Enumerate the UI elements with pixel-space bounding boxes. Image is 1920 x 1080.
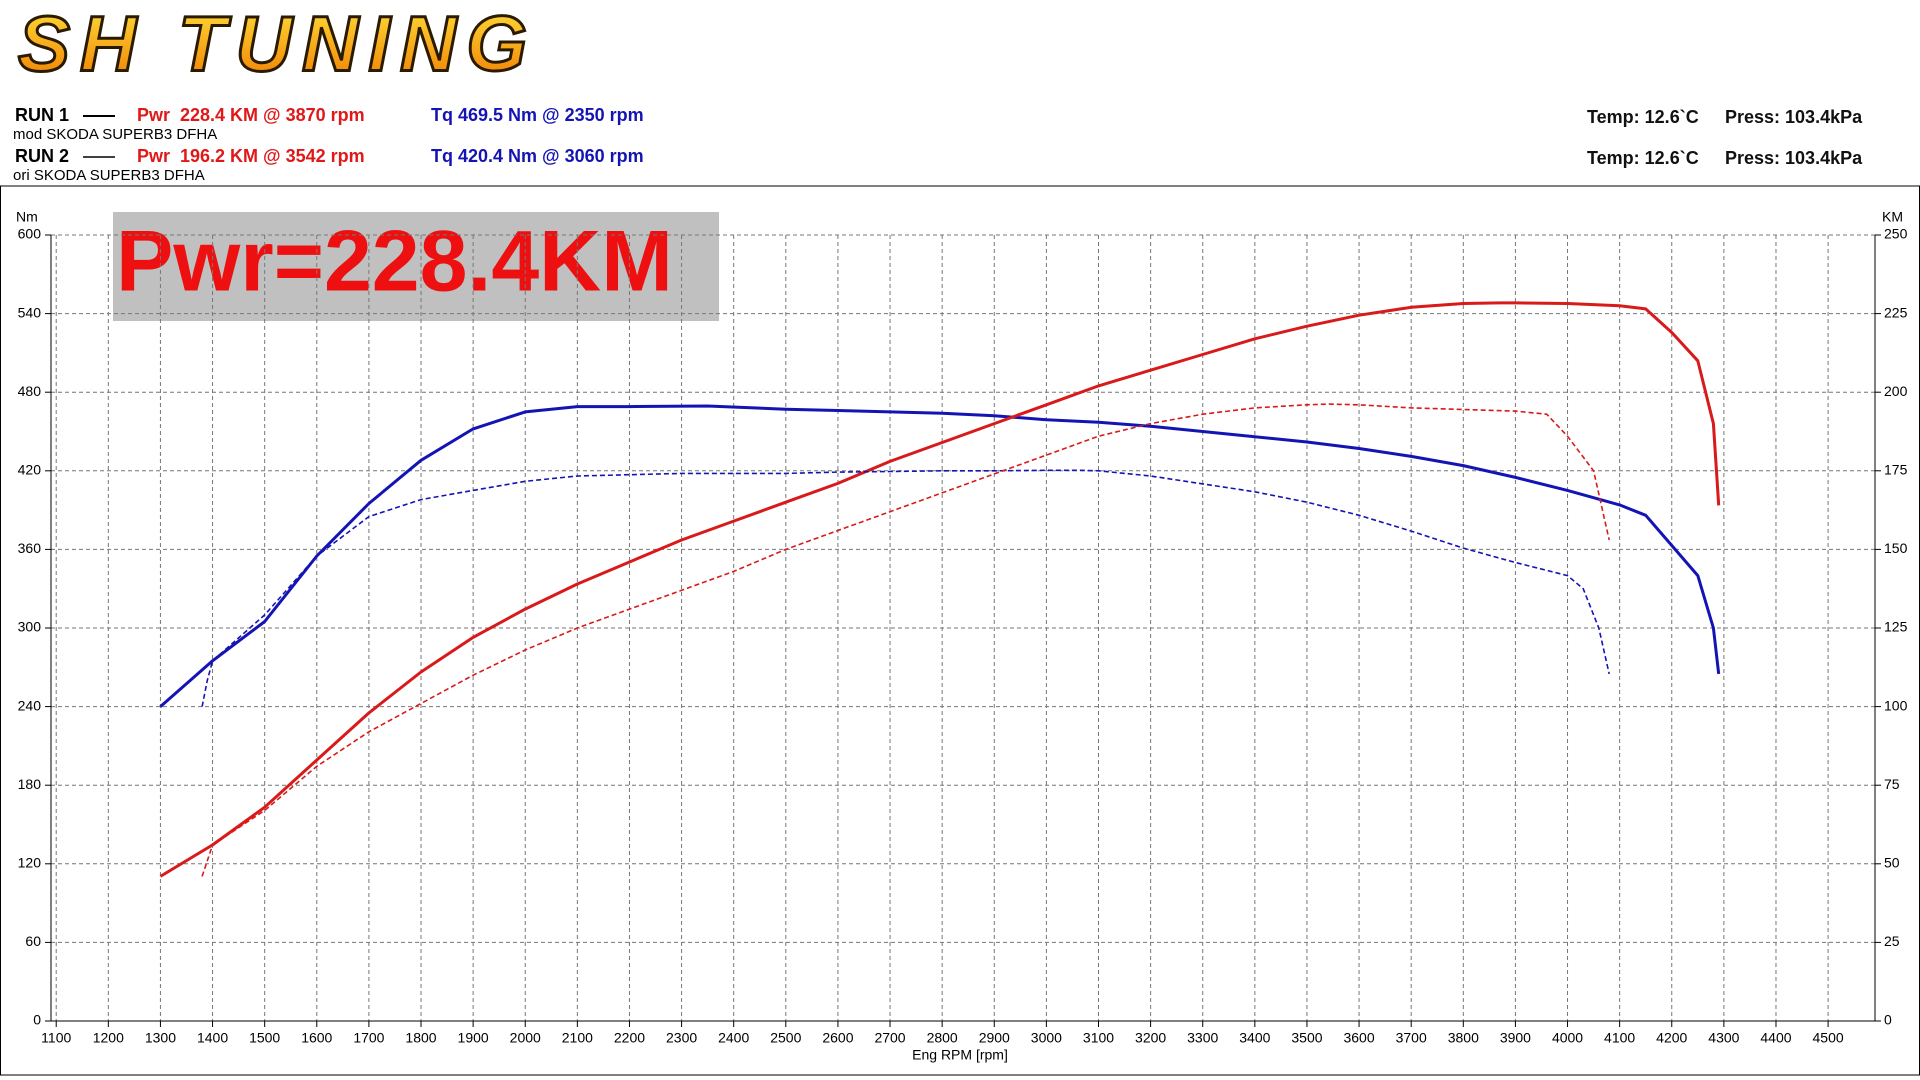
- x-tick-label: 2100: [562, 1030, 593, 1046]
- x-tick-label: 1800: [405, 1030, 436, 1046]
- series-line: [201, 403, 1610, 877]
- x-tick-label: 1600: [301, 1030, 332, 1046]
- y-tick-label: 480: [18, 383, 42, 399]
- x-tick-label: 3200: [1135, 1030, 1166, 1046]
- y2-tick-label: 125: [1884, 619, 1908, 635]
- y-tick-label: 60: [25, 933, 41, 949]
- x-tick-label: 2800: [927, 1030, 958, 1046]
- y-axis-label: Nm: [16, 209, 38, 225]
- x-tick-label: 2700: [874, 1030, 905, 1046]
- y2-tick-label: 150: [1884, 540, 1908, 556]
- y2-tick-label: 50: [1884, 855, 1900, 871]
- x-tick-label: 3000: [1031, 1030, 1062, 1046]
- run-car: mod SKODA SUPERB3 DFHA: [13, 126, 217, 143]
- x-tick-label: 4100: [1604, 1030, 1635, 1046]
- y2-tick-label: 0: [1884, 1012, 1892, 1028]
- annotation: Pwr=228.4KM: [116, 214, 673, 310]
- run-label: RUN 2: [15, 146, 69, 166]
- x-tick-label: 2400: [718, 1030, 749, 1046]
- y-tick-label: 360: [18, 540, 42, 556]
- x-tick-label: 2200: [614, 1030, 645, 1046]
- y2-tick-label: 250: [1884, 226, 1908, 242]
- x-tick-label: 4400: [1760, 1030, 1791, 1046]
- run-car: ori SKODA SUPERB3 DFHA: [13, 167, 205, 184]
- run-torque: Tq 420.4 Nm @ 3060 rpm: [431, 146, 644, 166]
- x-tick-label: 4000: [1552, 1030, 1583, 1046]
- x-tick-label: 1300: [145, 1030, 176, 1046]
- y2-tick-label: 225: [1884, 304, 1908, 320]
- x-tick-label: 2900: [979, 1030, 1010, 1046]
- run-press: Press: 103.4kPa: [1725, 148, 1863, 168]
- y2-axis-label: KM: [1882, 209, 1903, 225]
- x-tick-label: 3500: [1291, 1030, 1322, 1046]
- y-tick-label: 420: [18, 462, 42, 478]
- run-power: Pwr 196.2 KM @ 3542 rpm: [137, 146, 365, 166]
- x-tick-label: 3700: [1396, 1030, 1427, 1046]
- run-press: Press: 103.4kPa: [1725, 107, 1863, 127]
- x-tick-label: 4500: [1813, 1030, 1844, 1046]
- run-torque: Tq 469.5 Nm @ 2350 rpm: [431, 105, 644, 125]
- x-tick-label: 3400: [1239, 1030, 1270, 1046]
- y-tick-label: 300: [18, 619, 42, 635]
- y-tick-label: 540: [18, 304, 42, 320]
- run-temp: Temp: 12.6`C: [1587, 148, 1699, 168]
- x-tick-label: 2300: [666, 1030, 697, 1046]
- x-tick-label: 1200: [93, 1030, 124, 1046]
- series-line: [159, 404, 1721, 708]
- x-tick-label: 3100: [1083, 1030, 1114, 1046]
- series-line: [159, 301, 1721, 878]
- x-tick-label: 2500: [770, 1030, 801, 1046]
- x-tick-label: 1400: [197, 1030, 228, 1046]
- x-tick-label: 4200: [1656, 1030, 1687, 1046]
- run-label: RUN 1: [15, 105, 69, 125]
- x-tick-label: 3600: [1343, 1030, 1374, 1046]
- x-tick-label: 3900: [1500, 1030, 1531, 1046]
- y-tick-label: 0: [33, 1012, 41, 1028]
- x-axis-label: Eng RPM [rpm]: [912, 1047, 1008, 1063]
- x-tick-label: 2600: [822, 1030, 853, 1046]
- x-tick-label: 2000: [510, 1030, 541, 1046]
- y2-tick-label: 75: [1884, 776, 1900, 792]
- y-tick-label: 240: [18, 697, 42, 713]
- run-temp: Temp: 12.6`C: [1587, 107, 1699, 127]
- x-tick-label: 3800: [1448, 1030, 1479, 1046]
- y2-tick-label: 25: [1884, 933, 1900, 949]
- y-tick-label: 120: [18, 855, 42, 871]
- y2-tick-label: 175: [1884, 462, 1908, 478]
- y-tick-label: 600: [18, 226, 42, 242]
- y2-tick-label: 200: [1884, 383, 1908, 399]
- x-tick-label: 1900: [458, 1030, 489, 1046]
- logo: SH TUNING: [18, 0, 537, 88]
- annotation-box: [113, 212, 719, 321]
- y-tick-label: 180: [18, 776, 42, 792]
- x-tick-label: 4300: [1708, 1030, 1739, 1046]
- run-power: Pwr 228.4 KM @ 3870 rpm: [137, 105, 365, 125]
- x-tick-label: 3300: [1187, 1030, 1218, 1046]
- y2-tick-label: 100: [1884, 697, 1908, 713]
- x-tick-label: 1500: [249, 1030, 280, 1046]
- x-tick-label: 1700: [353, 1030, 384, 1046]
- x-tick-label: 1100: [41, 1030, 71, 1046]
